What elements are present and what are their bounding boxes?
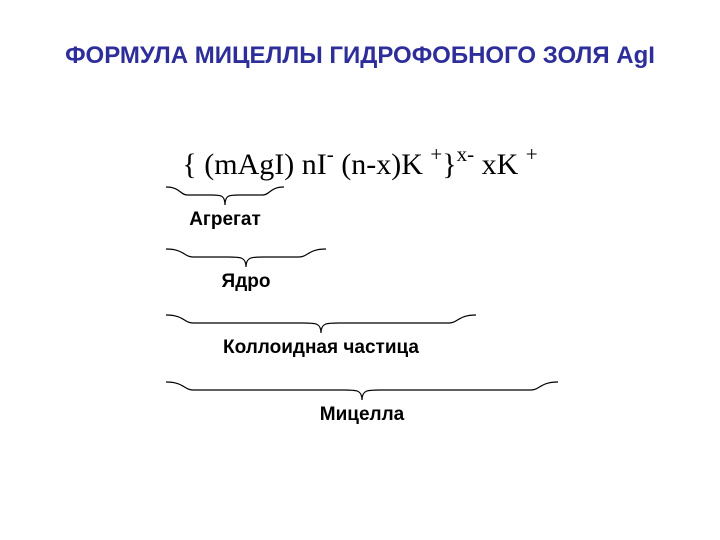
brace-3: Мицелла: [166, 380, 558, 426]
f-open: {: [182, 148, 196, 181]
brace-0: Агрегат: [166, 185, 284, 231]
brace-icon: [166, 247, 326, 269]
brace-icon: [166, 313, 476, 335]
f-nx-sup: +: [430, 142, 442, 166]
brace-icon: [166, 185, 284, 207]
f-aggregate: (mAgI): [204, 148, 294, 181]
f-close-sup: x-: [457, 142, 475, 166]
brace-label-0: Агрегат: [166, 209, 284, 231]
micelle-formula: { (mAgI) nI- (n-x)K +}x- xK +: [0, 144, 720, 182]
page-title: ФОРМУЛА МИЦЕЛЛЫ ГИДРОФОБНОГО ЗОЛЯ AgI: [0, 42, 720, 70]
f-xK: xK: [482, 148, 519, 181]
brace-label-2: Коллоидная частица: [166, 337, 476, 359]
f-xK-sup: +: [526, 142, 538, 166]
brace-label-3: Мицелла: [166, 404, 558, 426]
f-nI-sup: -: [327, 142, 334, 166]
f-nI: nI: [302, 148, 327, 181]
brace-2: Коллоидная частица: [166, 313, 476, 359]
f-nx: (n-x)K: [341, 148, 423, 181]
brace-1: Ядро: [166, 247, 326, 293]
f-close: }: [442, 148, 456, 181]
brace-icon: [166, 380, 558, 402]
brace-label-1: Ядро: [166, 271, 326, 293]
title-suffix: AgI: [616, 42, 655, 69]
title-prefix: ФОРМУЛА МИЦЕЛЛЫ ГИДРОФОБНОГО ЗОЛЯ: [65, 42, 616, 69]
